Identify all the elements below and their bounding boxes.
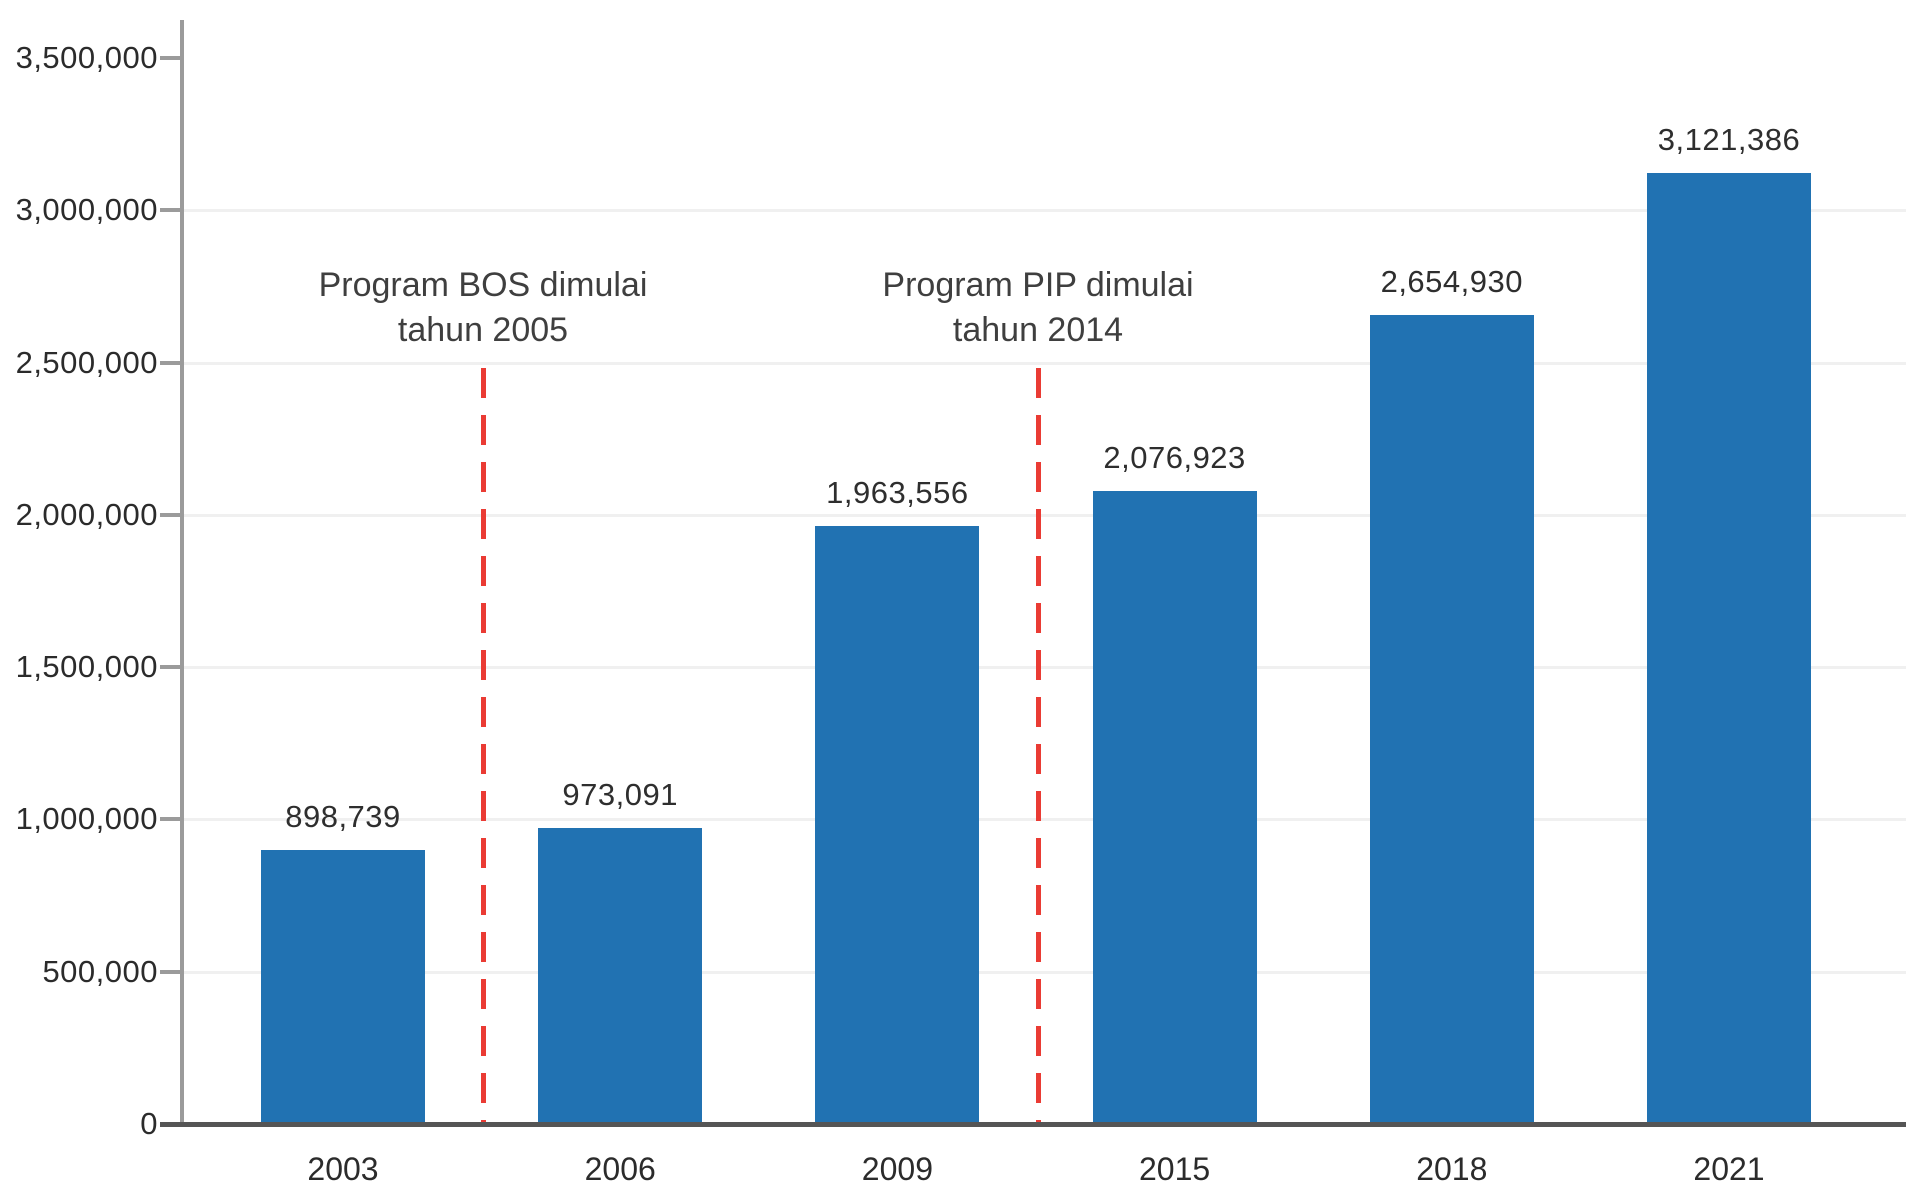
bar-2009 bbox=[815, 525, 980, 1124]
x-axis-tick-label: 2009 bbox=[861, 1151, 933, 1187]
y-tick-mark bbox=[160, 817, 182, 822]
y-tick-mark bbox=[160, 55, 182, 60]
y-tick-mark bbox=[160, 360, 182, 365]
bar-value-label: 898,739 bbox=[285, 799, 401, 835]
gridline bbox=[182, 513, 1906, 517]
y-axis-tick-label: 3,500,000 bbox=[15, 39, 158, 75]
bar-value-label: 2,076,923 bbox=[1103, 440, 1246, 476]
bar-value-label: 3,121,386 bbox=[1657, 122, 1801, 158]
x-axis-tick-label: 2003 bbox=[307, 1151, 379, 1187]
y-axis-tick-label: 1,500,000 bbox=[15, 649, 158, 685]
annotation-line-text: tahun 2014 bbox=[952, 311, 1124, 349]
bar-2003 bbox=[261, 850, 425, 1124]
x-axis-line bbox=[160, 1122, 1906, 1127]
y-axis-line bbox=[180, 20, 184, 1127]
gridline bbox=[182, 666, 1906, 670]
bar-value-label: 2,654,930 bbox=[1380, 264, 1523, 300]
annotation-2005: Program BOS dimulai tahun 2005 bbox=[253, 263, 713, 353]
y-tick-mark bbox=[160, 512, 182, 517]
y-tick-mark bbox=[160, 665, 182, 670]
gridline bbox=[182, 361, 1906, 365]
x-axis-tick-label: 2018 bbox=[1416, 1151, 1488, 1187]
annotation-line-text: tahun 2005 bbox=[397, 311, 569, 349]
annotation-dashed-line-2005 bbox=[481, 368, 486, 1124]
y-axis-tick-label: 3,000,000 bbox=[15, 192, 158, 228]
gridline bbox=[182, 970, 1906, 974]
annotation-line-text: Program BOS dimulai bbox=[318, 266, 648, 304]
gridline bbox=[182, 818, 1906, 822]
y-axis-tick-label: 2,500,000 bbox=[15, 344, 158, 380]
bar-2021 bbox=[1647, 173, 1811, 1124]
y-axis-tick-label: 0 bbox=[140, 1106, 158, 1141]
annotation-line-text: Program PIP dimulai bbox=[882, 266, 1194, 304]
bar-2006 bbox=[538, 827, 703, 1124]
bar-value-label: 1,963,556 bbox=[826, 474, 969, 510]
annotation-dashed-line-2014 bbox=[1036, 368, 1041, 1124]
y-axis-tick-label: 1,000,000 bbox=[15, 801, 158, 837]
bar-value-label: 973,091 bbox=[562, 776, 678, 812]
y-axis-tick-label: 500,000 bbox=[42, 953, 158, 989]
x-axis-tick-label: 2015 bbox=[1139, 1151, 1211, 1187]
bar-2018 bbox=[1369, 315, 1534, 1124]
y-axis-tick-label: 2,000,000 bbox=[15, 496, 158, 532]
y-tick-mark bbox=[160, 208, 182, 213]
gridline bbox=[182, 209, 1906, 213]
x-axis-tick-label: 2006 bbox=[584, 1151, 656, 1187]
annotation-2014: Program PIP dimulai tahun 2014 bbox=[808, 263, 1268, 353]
x-axis-tick-label: 2021 bbox=[1693, 1151, 1765, 1187]
y-tick-mark bbox=[160, 969, 182, 974]
bar-2015 bbox=[1092, 491, 1257, 1124]
